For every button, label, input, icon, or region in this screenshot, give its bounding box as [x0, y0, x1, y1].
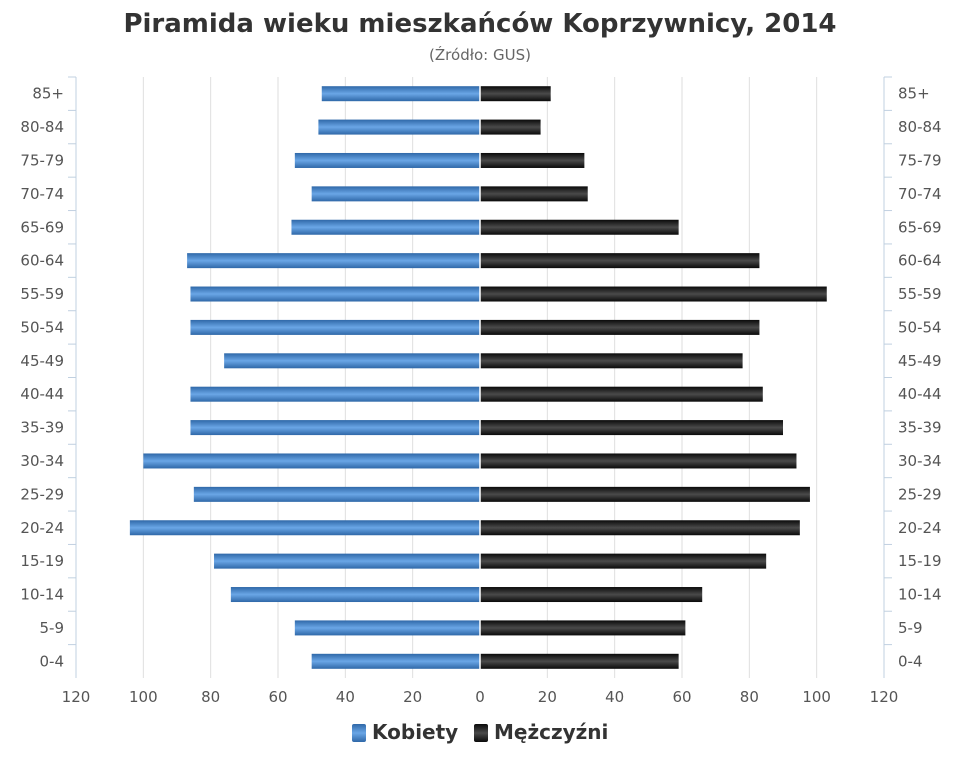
bar-mezczyzni-50-54 [480, 319, 760, 335]
category-label-right: 30-34 [898, 452, 942, 470]
category-label-right: 40-44 [898, 385, 942, 403]
category-label-left: 85+ [32, 85, 64, 103]
category-label-right: 85+ [898, 85, 930, 103]
x-tick-label: 20 [538, 688, 557, 706]
bar-mezczyzni-80-84 [480, 119, 541, 135]
bar-mezczyzni-70-74 [480, 186, 588, 202]
bar-kobiety-55-59 [190, 286, 480, 302]
legend-label[interactable]: Mężczyźni [494, 720, 608, 744]
bar-kobiety-5-9 [294, 620, 480, 636]
bar-kobiety-35-39 [190, 420, 480, 436]
x-tick-label: 60 [672, 688, 691, 706]
bar-kobiety-60-64 [187, 253, 480, 269]
bar-kobiety-70-74 [311, 186, 480, 202]
bar-kobiety-20-24 [129, 520, 480, 536]
bar-mezczyzni-5-9 [480, 620, 686, 636]
x-tick-label: 60 [268, 688, 287, 706]
category-label-left: 75-79 [20, 151, 64, 169]
bar-kobiety-65-69 [291, 219, 480, 235]
category-label-left: 55-59 [20, 285, 64, 303]
legend-symbol[interactable] [352, 724, 366, 742]
bar-mezczyzni-45-49 [480, 353, 743, 369]
bar-kobiety-0-4 [311, 653, 480, 669]
bar-mezczyzni-35-39 [480, 420, 783, 436]
bar-kobiety-80-84 [318, 119, 480, 135]
chart-subtitle: (Źródło: GUS) [429, 45, 531, 64]
category-label-right: 80-84 [898, 118, 942, 136]
bar-mezczyzni-25-29 [480, 486, 810, 502]
bars [129, 77, 827, 678]
bar-mezczyzni-40-44 [480, 386, 763, 402]
category-label-right: 20-24 [898, 519, 942, 537]
legend-label[interactable]: Kobiety [372, 720, 458, 744]
bar-kobiety-30-34 [143, 453, 481, 469]
bar-kobiety-85+ [321, 86, 480, 102]
category-label-left: 45-49 [20, 352, 64, 370]
category-label-left: 65-69 [20, 218, 64, 236]
x-tick-label: 80 [201, 688, 220, 706]
legend: Kobiety Mężczyźni [352, 720, 608, 744]
category-label-left: 5-9 [40, 619, 65, 637]
category-label-right: 35-39 [898, 419, 942, 437]
bar-kobiety-40-44 [190, 386, 480, 402]
x-tick-label: 40 [336, 688, 355, 706]
category-label-right: 15-19 [898, 552, 942, 570]
category-label-left: 40-44 [20, 385, 64, 403]
bar-mezczyzni-10-14 [480, 587, 703, 603]
x-tick-label: 100 [802, 688, 831, 706]
bar-mezczyzni-20-24 [480, 520, 800, 536]
bar-mezczyzni-0-4 [480, 653, 679, 669]
x-tick-label: 100 [129, 688, 158, 706]
bar-mezczyzni-60-64 [480, 253, 760, 269]
x-tick-label: 20 [403, 688, 422, 706]
bar-kobiety-25-29 [193, 486, 481, 502]
bar-kobiety-50-54 [190, 319, 480, 335]
category-label-left: 80-84 [20, 118, 64, 136]
category-label-left: 20-24 [20, 519, 64, 537]
category-label-right: 75-79 [898, 151, 942, 169]
category-label-left: 60-64 [20, 252, 64, 270]
category-label-left: 0-4 [40, 652, 65, 670]
category-label-left: 10-14 [20, 586, 64, 604]
legend-symbol[interactable] [474, 724, 488, 742]
bar-mezczyzni-75-79 [480, 152, 585, 168]
category-label-left: 30-34 [20, 452, 64, 470]
category-label-right: 70-74 [898, 185, 942, 203]
bar-kobiety-75-79 [294, 152, 480, 168]
category-label-left: 70-74 [20, 185, 64, 203]
bar-mezczyzni-30-34 [480, 453, 797, 469]
category-label-right: 10-14 [898, 586, 942, 604]
chart-title: Piramida wieku mieszkańców Koprzywnicy, … [123, 9, 836, 39]
category-label-right: 0-4 [898, 652, 923, 670]
category-label-left: 50-54 [20, 318, 64, 336]
axes: 120 100 80 60 40 20 0 20 40 60 80 100 120 85+ 85+ 80-84… [20, 76, 942, 706]
category-label-right: 25-29 [898, 485, 942, 503]
category-label-right: 45-49 [898, 352, 942, 370]
category-label-right: 60-64 [898, 252, 942, 270]
category-label-right: 55-59 [898, 285, 942, 303]
x-tick-label: 0 [475, 688, 485, 706]
bar-mezczyzni-65-69 [480, 219, 679, 235]
bar-mezczyzni-15-19 [480, 553, 767, 569]
x-tick-label: 80 [740, 688, 759, 706]
category-label-right: 5-9 [898, 619, 923, 637]
category-label-right: 50-54 [898, 318, 942, 336]
bar-kobiety-15-19 [214, 553, 481, 569]
bar-kobiety-10-14 [230, 587, 480, 603]
category-label-left: 15-19 [20, 552, 64, 570]
x-tick-label: 40 [605, 688, 624, 706]
category-label-left: 25-29 [20, 485, 64, 503]
category-label-right: 65-69 [898, 218, 942, 236]
bar-mezczyzni-85+ [480, 86, 551, 102]
x-tick-label: 120 [62, 688, 91, 706]
category-label-left: 35-39 [20, 419, 64, 437]
bar-kobiety-45-49 [224, 353, 480, 369]
bar-mezczyzni-55-59 [480, 286, 827, 302]
x-tick-label: 120 [870, 688, 899, 706]
